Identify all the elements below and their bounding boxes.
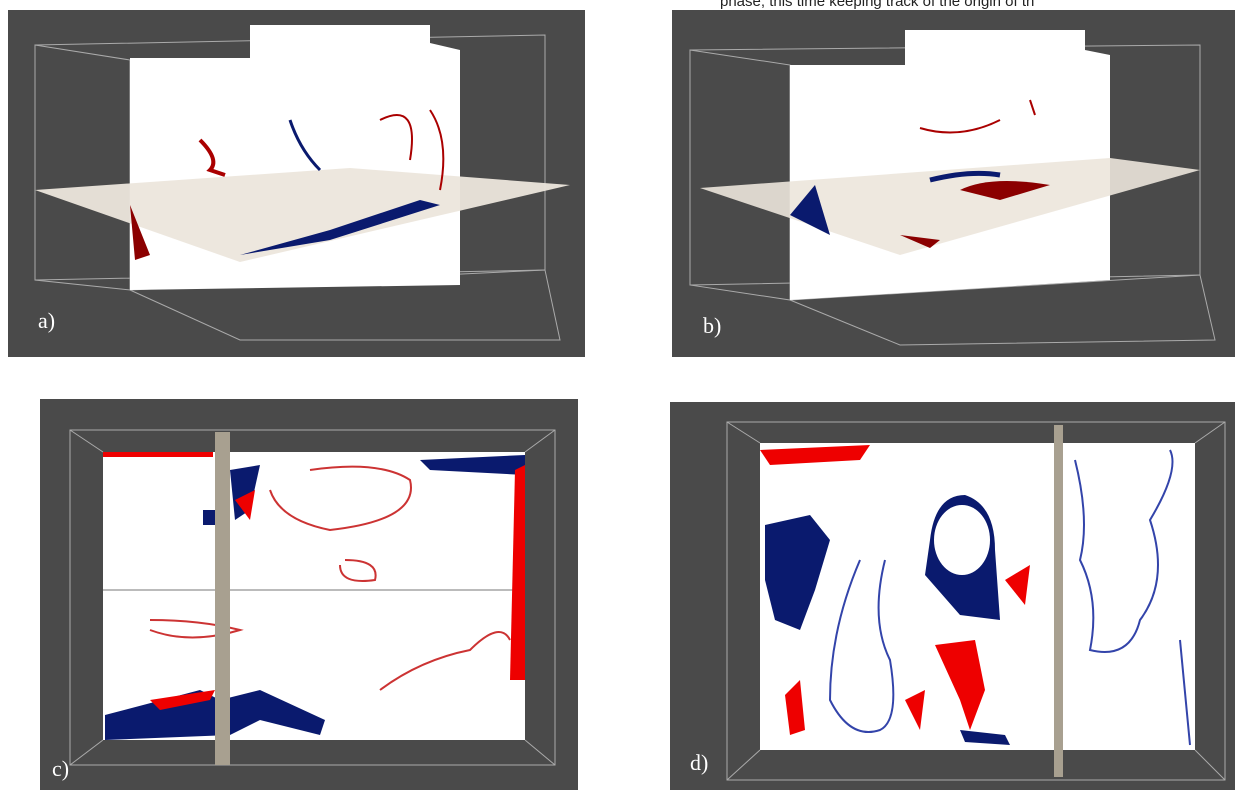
slice — [103, 452, 525, 740]
plane-edge — [1054, 425, 1063, 777]
header-text: phase; this time keeping track of the or… — [720, 0, 1034, 10]
panel-label: b) — [703, 313, 721, 338]
figure: phase; this time keeping track of the or… — [0, 0, 1235, 790]
hole — [934, 505, 990, 575]
panel-label: a) — [38, 308, 55, 333]
plane-edge — [215, 432, 230, 765]
panel-label: c) — [52, 756, 69, 781]
blob — [103, 452, 213, 457]
panel-c: c) — [40, 399, 578, 790]
panel-a: a) — [8, 10, 585, 357]
panel-label: d) — [690, 750, 708, 775]
panel-b: b) — [672, 10, 1235, 357]
page: phase; this time keeping track of the or… — [0, 0, 1235, 790]
panel-d: d) — [670, 402, 1235, 790]
